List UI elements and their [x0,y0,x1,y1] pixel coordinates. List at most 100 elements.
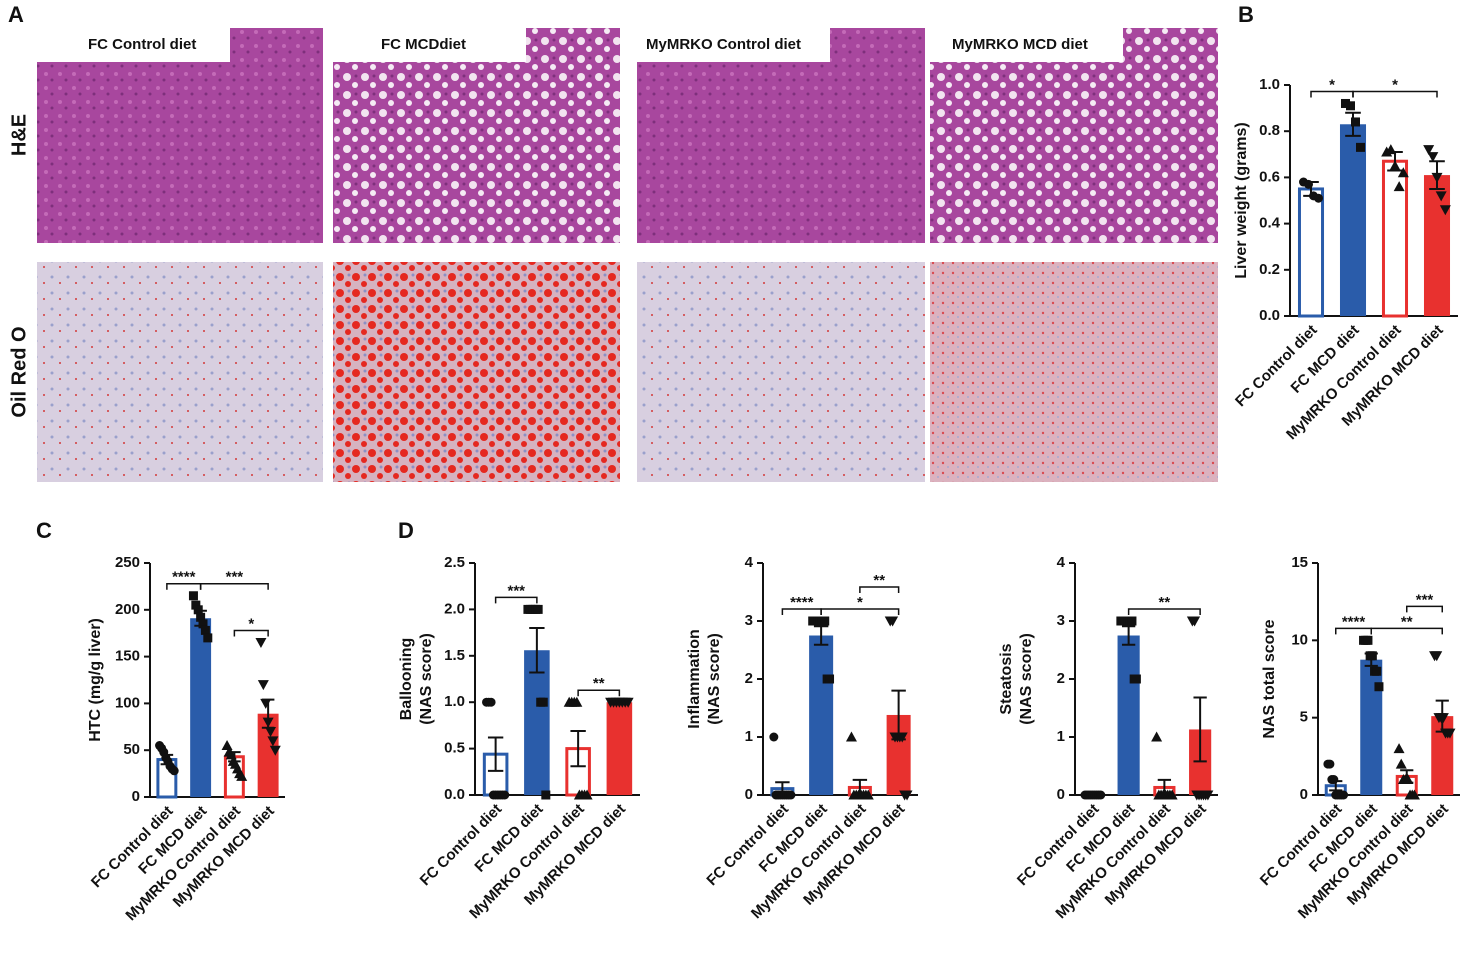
data-point [169,766,179,776]
data-point [1427,152,1439,163]
data-point [1351,117,1360,127]
y-tick-label: 0 [132,788,140,805]
panel-label: B [1238,2,1254,27]
panel-label: A [8,2,24,27]
data-point [1439,205,1451,216]
significance-label: *** [226,569,244,586]
bar [1297,187,1325,318]
data-point [1437,713,1449,724]
significance-bracket [1127,608,1201,615]
data-point [1397,167,1409,178]
significance-label: * [857,594,863,611]
y-tick-label: 1 [1057,728,1065,745]
significance-bracket [1370,627,1443,635]
y-axis-label: Ballooning [398,638,415,721]
y-tick-label: 200 [115,601,140,618]
data-point [1393,181,1405,192]
data-point [820,616,830,626]
data-point [1363,635,1373,645]
significance-label: ** [1159,594,1171,611]
data-point [1341,98,1350,108]
y-tick-label: 2.5 [444,554,465,571]
significance-bracket [199,583,269,590]
data-point [1096,790,1106,800]
data-point [1202,790,1214,801]
data-point [500,790,510,800]
micrograph [37,262,323,482]
error-bar [1121,625,1136,646]
y-tick-label: 0 [745,786,753,803]
y-tick-label: 150 [115,648,140,665]
significance-bracket [577,689,621,697]
data-point [1444,728,1456,739]
significance-label: **** [1342,613,1366,630]
data-point [1385,144,1397,155]
label-box [333,28,526,62]
significance-bracket [1406,605,1443,613]
y-tick-label: 2 [745,670,753,687]
data-point [1374,682,1384,692]
data-point [1325,759,1335,769]
data-point [260,698,272,709]
y-tick-label: 250 [115,554,140,571]
data-point [225,749,237,760]
bar [809,635,834,795]
data-point [193,605,203,615]
data-point [1408,789,1420,800]
panel-label: D [398,518,414,543]
data-point [267,736,279,747]
micrograph [637,28,925,243]
data-point [1346,101,1355,111]
data-point [1372,666,1382,676]
bar [257,713,279,797]
data-point [825,674,835,684]
data-point [1389,160,1401,171]
bar [606,702,633,795]
data-point [1367,651,1377,661]
data-point [188,591,198,601]
data-point [486,697,496,707]
data-point [1314,193,1323,203]
y-tick-label: 0.2 [1259,261,1280,278]
data-point [1189,616,1201,627]
significance-label: * [1392,76,1398,93]
data-point [887,616,899,627]
y-tick-label: 2.0 [444,600,465,617]
data-point [538,697,548,707]
data-point [1431,172,1443,183]
data-point [845,731,857,742]
data-point [541,790,551,800]
bar [1360,659,1383,795]
y-tick-label: 3 [1057,612,1065,629]
y-tick-label: 10 [1291,631,1308,648]
micrograph [333,28,620,243]
significance-label: *** [507,582,525,599]
y-axis-label: Steatosis [998,643,1015,714]
label-box [930,28,1123,62]
y-axis-label: Liver weight (grams) [1233,122,1250,278]
data-point [769,732,779,742]
data-point [901,790,913,801]
significance-label: ** [873,572,885,589]
y-axis-label: HTC (mg/g liver) [87,618,104,742]
bar [190,618,212,797]
y-tick-label: 4 [1057,554,1066,571]
y-tick-label: 50 [123,741,140,758]
significance-bracket [1352,90,1438,98]
data-point [622,697,634,708]
significance-bracket [820,608,900,615]
significance-label: ** [1401,613,1413,630]
row-label: H&E [8,114,30,156]
bar [1117,635,1140,795]
data-point [896,732,908,743]
y-tick-label: 15 [1291,554,1308,571]
column-label: FC Control diet [88,36,196,53]
bar [1339,124,1367,317]
error-bar [529,626,545,674]
y-tick-label: 2 [1057,670,1065,687]
data-point [203,633,213,643]
data-point [221,740,233,751]
micrographs: FC Control diet FC MCDdiet MyMRKO Contro… [8,28,1218,482]
data-point [581,789,593,800]
error-bar [487,736,504,772]
